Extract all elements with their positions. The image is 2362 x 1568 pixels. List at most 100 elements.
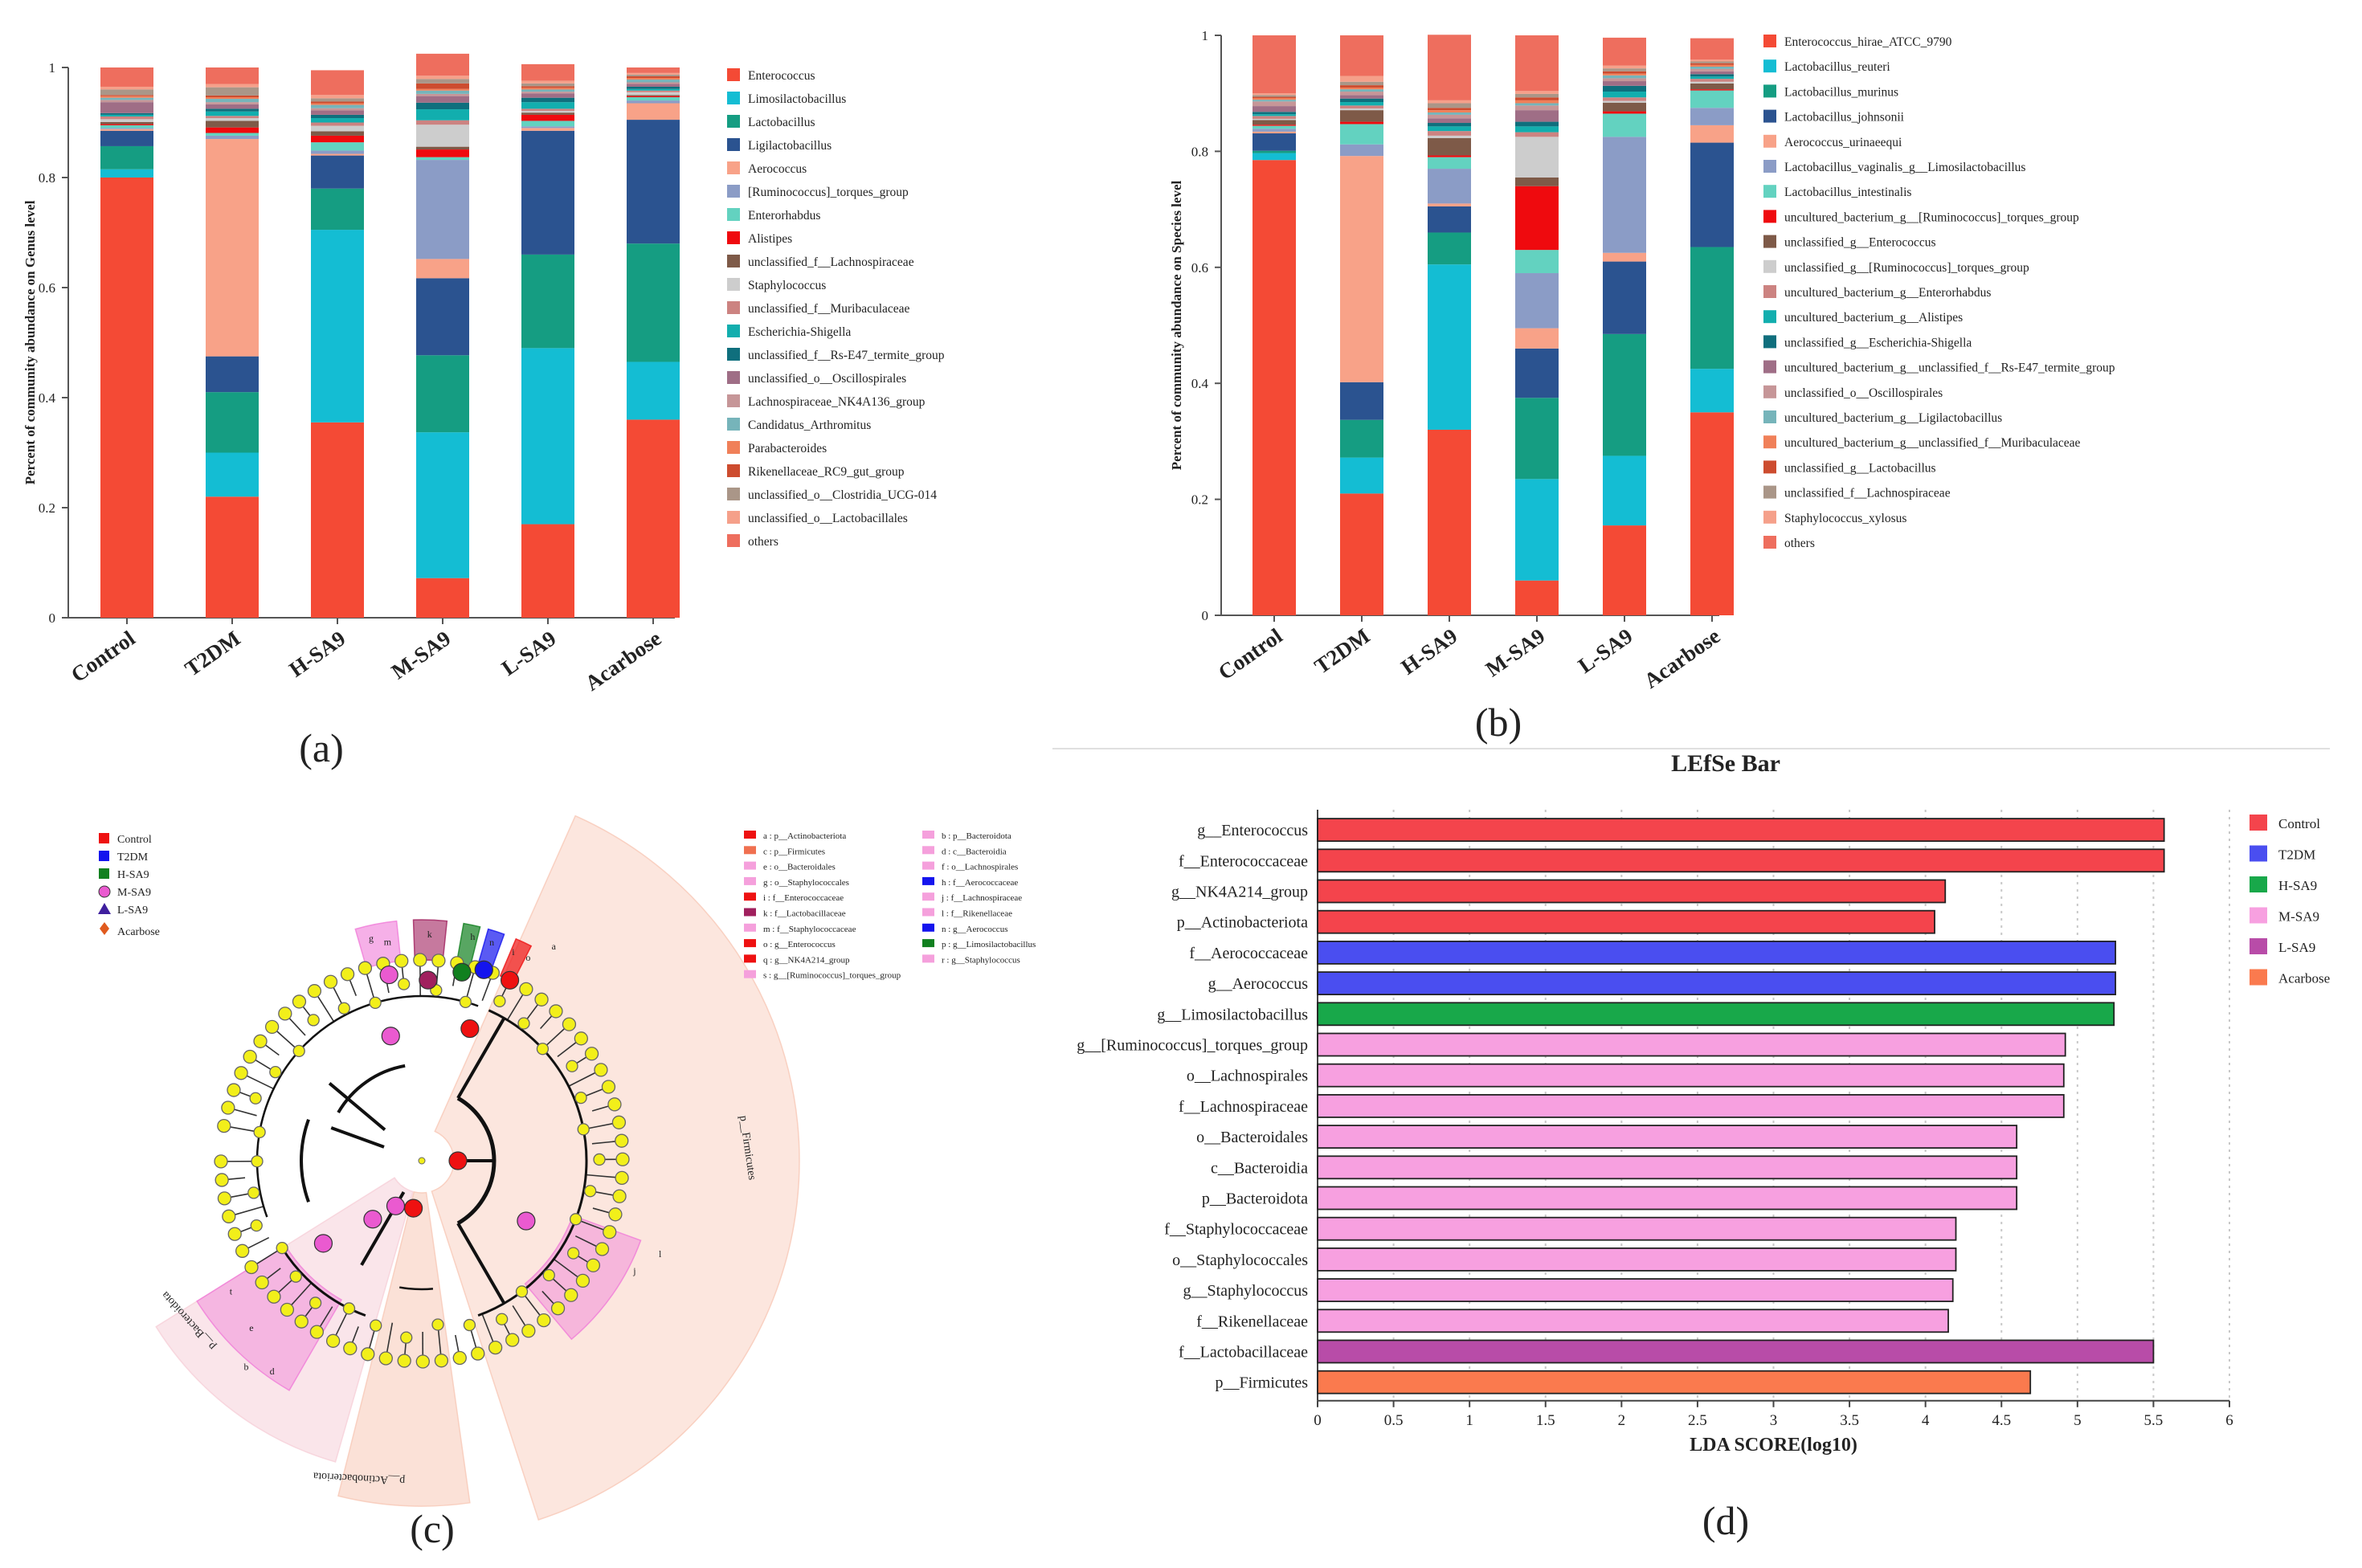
bar-segment [1340, 98, 1383, 103]
legend-label: [Ruminococcus]_torques_group [748, 186, 909, 199]
bar-segment [311, 122, 364, 126]
legend-swatch [1763, 360, 1776, 374]
bar-segment [416, 88, 469, 91]
y-tick-label: 0.6 [1191, 260, 1208, 276]
x-tick-label: 6 [2225, 1412, 2233, 1429]
leaf-node [358, 961, 373, 975]
bar-segment [1340, 124, 1383, 145]
inner-node [577, 1123, 590, 1136]
bar-segment [1603, 37, 1646, 66]
bar-segment [100, 125, 153, 129]
legend-label: Aerococcus_urinaeequi [1784, 136, 1902, 149]
leaf-node [603, 1225, 617, 1239]
legend-swatch [1763, 485, 1776, 499]
inner-node [400, 1331, 413, 1344]
node-letter: b [243, 1361, 248, 1372]
legend-label: others [1784, 537, 1815, 550]
inner-node [463, 1318, 476, 1332]
x-tick-label: 0 [1314, 1412, 1322, 1429]
clade-legend-label: j : f__Lachnospiraceae [941, 893, 1022, 903]
bar-segment [206, 139, 259, 357]
leaf-node [343, 1341, 358, 1356]
legend-label: unclassified_f__Rs-E47_termite_group [748, 349, 945, 362]
bar-segment [1428, 126, 1471, 132]
bar-segment [100, 130, 153, 146]
bar-segment [206, 135, 259, 140]
bar-segment [100, 97, 153, 100]
bar-segment [1253, 125, 1296, 129]
legend-label: uncultured_bacterium_g__Alistipes [1784, 311, 1963, 325]
lefse-title: LEfSe Bar [1671, 750, 1780, 777]
bar-segment [1690, 81, 1734, 84]
clade-legend-swatch [922, 939, 934, 948]
node-letter: m [384, 936, 392, 947]
bar-segment [100, 129, 153, 131]
bar-segment [1690, 64, 1734, 67]
bar-segment [1690, 71, 1734, 75]
x-tick-label: 0.5 [1384, 1412, 1404, 1429]
bar-segment [100, 89, 153, 96]
y-tick-label: 0.2 [1191, 492, 1208, 508]
bar-segment [1428, 112, 1471, 115]
bar-segment [1515, 250, 1559, 274]
legend-swatch [1763, 536, 1776, 549]
bar-segment [206, 99, 259, 103]
bar-segment [1428, 137, 1471, 156]
bar-segment [627, 67, 680, 73]
leaf-node [505, 1333, 520, 1347]
bar-segment [1515, 273, 1559, 329]
bar-segment [1428, 35, 1471, 100]
bar-segment [416, 76, 469, 80]
clade-legend-swatch [922, 831, 934, 839]
legend-swatch [727, 255, 740, 267]
bar-segment [1340, 156, 1383, 382]
leaf-node [378, 1351, 393, 1366]
bar-segment [1515, 121, 1559, 127]
leaf-node [586, 1258, 601, 1272]
bar-segment [1603, 65, 1646, 69]
bar-segment [1253, 116, 1296, 119]
legend-swatch [727, 68, 740, 81]
bar-segment [521, 348, 574, 525]
bar-segment [1603, 92, 1646, 98]
bar-segment [1253, 150, 1296, 153]
legend-marker [99, 851, 109, 861]
bar-segment [521, 112, 574, 115]
bar-segment [1428, 264, 1471, 430]
legend-label: Lachnospiraceae_NK4A136_group [748, 395, 926, 409]
bar-segment [1690, 74, 1734, 77]
inner-node [583, 1185, 597, 1198]
bar-segment [1253, 129, 1296, 132]
legend-swatch [1763, 335, 1776, 349]
bar-segment [1253, 101, 1296, 107]
clade-legend-swatch [744, 846, 756, 855]
bar-segment [1603, 71, 1646, 74]
bar-segment [311, 188, 364, 231]
bar-segment [1515, 398, 1559, 480]
lda-bar [1317, 1247, 1957, 1272]
legend-label: uncultured_bacterium_g__Ligilactobacillu… [1784, 411, 2002, 425]
bar-segment [1690, 247, 1734, 370]
inner-node [292, 1044, 305, 1058]
category-label: f__Aerococcaceae [1189, 945, 1308, 962]
inner-node [398, 978, 411, 990]
legend-marker [98, 885, 111, 898]
bar-segment [1253, 96, 1296, 98]
legend-swatch [2250, 969, 2267, 986]
bar-segment [1340, 85, 1383, 88]
bar-segment [311, 108, 364, 111]
bar-segment [1340, 95, 1383, 99]
leaf-node [413, 953, 427, 967]
biomarker-node [403, 1198, 423, 1218]
legend-swatch [727, 92, 740, 104]
bar-segment [416, 125, 469, 147]
tree-arc [300, 1119, 310, 1203]
bar-segment [100, 67, 153, 87]
y-tick-label: 1 [1202, 28, 1209, 43]
bar-segment [206, 95, 259, 97]
bar-segment [416, 146, 469, 150]
category-label: g__NK4A214_group [1171, 884, 1308, 901]
clade-legend-label: i : f__Enterococcaceae [763, 893, 844, 903]
leaf-node [243, 1049, 257, 1064]
bar-segment [1253, 35, 1296, 94]
